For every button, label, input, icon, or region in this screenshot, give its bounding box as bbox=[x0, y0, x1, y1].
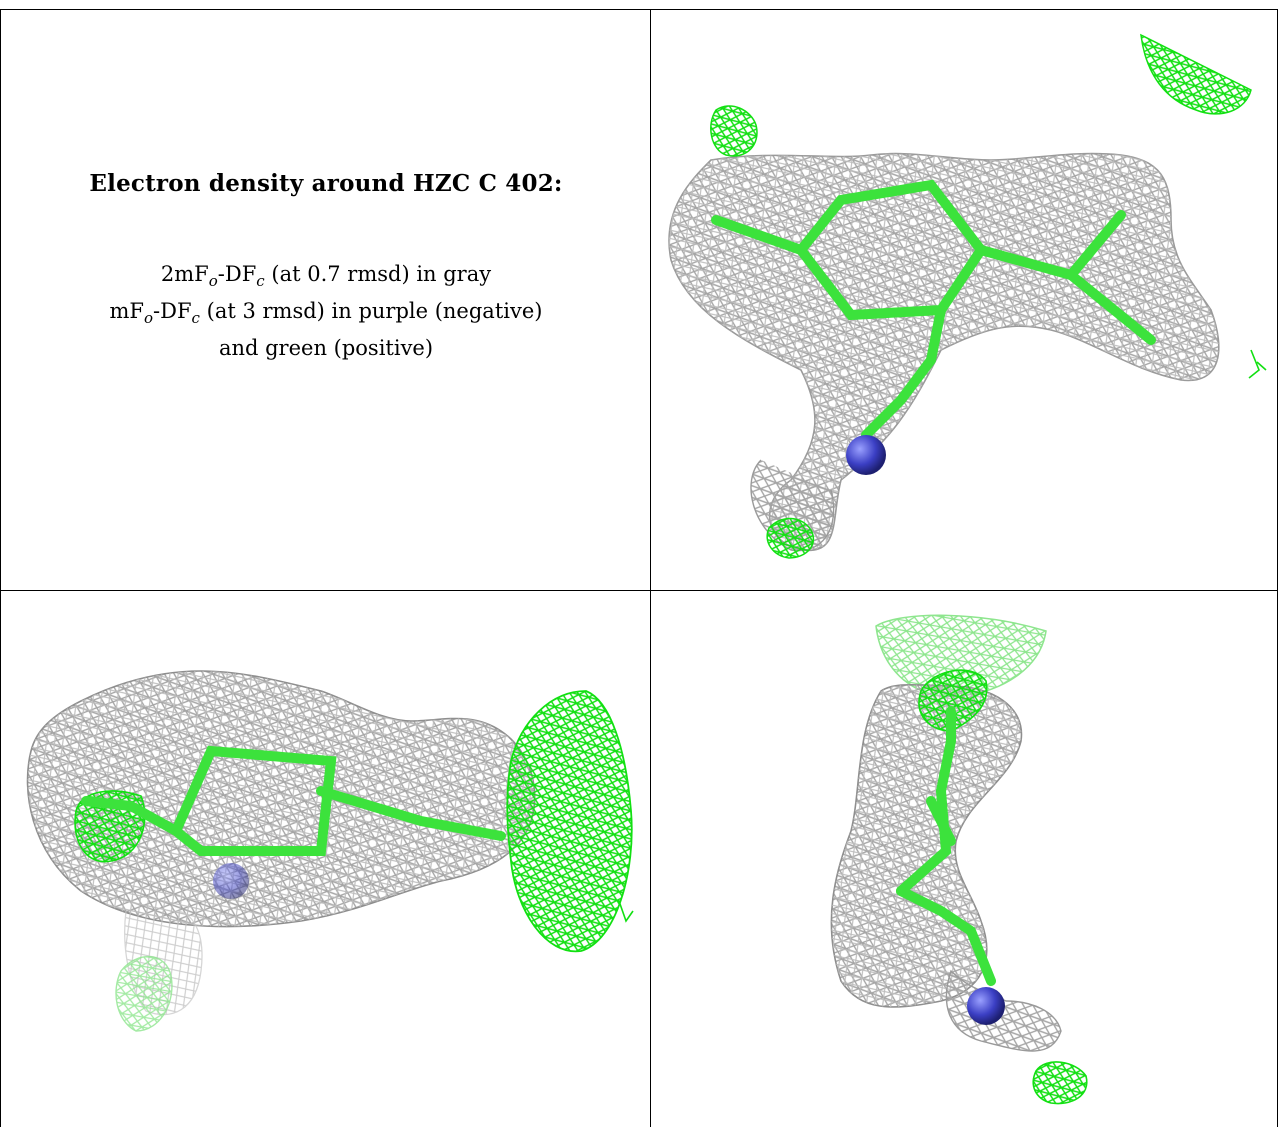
ligand-model bbox=[711, 179, 1156, 440]
positive-density-blob-top bbox=[918, 669, 988, 732]
ligand-model bbox=[81, 745, 506, 856]
top-right-view bbox=[668, 33, 1267, 559]
positive-density-blob-bottom bbox=[766, 517, 815, 559]
divider-vertical bbox=[650, 9, 651, 1127]
border-left bbox=[0, 9, 1, 1127]
positive-density-speck bbox=[1248, 349, 1267, 379]
legend-map3: and green (positive) bbox=[218, 336, 434, 361]
positive-density-blob-bottom bbox=[1032, 1061, 1088, 1105]
gray-density-mesh bbox=[26, 670, 536, 1016]
nitrogen-atom bbox=[846, 435, 886, 475]
legend-panel: Electron density around HZC C 402: 2mFo-… bbox=[20, 170, 632, 363]
ligand-model bbox=[896, 706, 996, 986]
border-top bbox=[0, 9, 1278, 10]
legend-map2: mFo-DFc (at 3 rmsd) in purple (negative) bbox=[109, 299, 543, 328]
nitrogen-atom bbox=[967, 987, 1005, 1025]
positive-density-blob bbox=[1140, 33, 1252, 115]
positive-density-blob-left bbox=[710, 105, 758, 157]
nitrogen-atom bbox=[213, 863, 249, 899]
legend-map1: 2mFo-DFc (at 0.7 rmsd) in gray bbox=[160, 262, 492, 291]
positive-density-faded bbox=[875, 614, 1047, 698]
positive-density-speck bbox=[618, 900, 634, 923]
bottom-left-view bbox=[26, 670, 634, 1032]
positive-density-faded bbox=[115, 955, 173, 1032]
positive-density-cage bbox=[506, 690, 633, 953]
gray-density-mesh bbox=[668, 152, 1220, 552]
divider-horizontal bbox=[0, 590, 1278, 591]
bottom-right-view bbox=[830, 614, 1088, 1105]
legend-title: Electron density around HZC C 402: bbox=[89, 170, 563, 197]
